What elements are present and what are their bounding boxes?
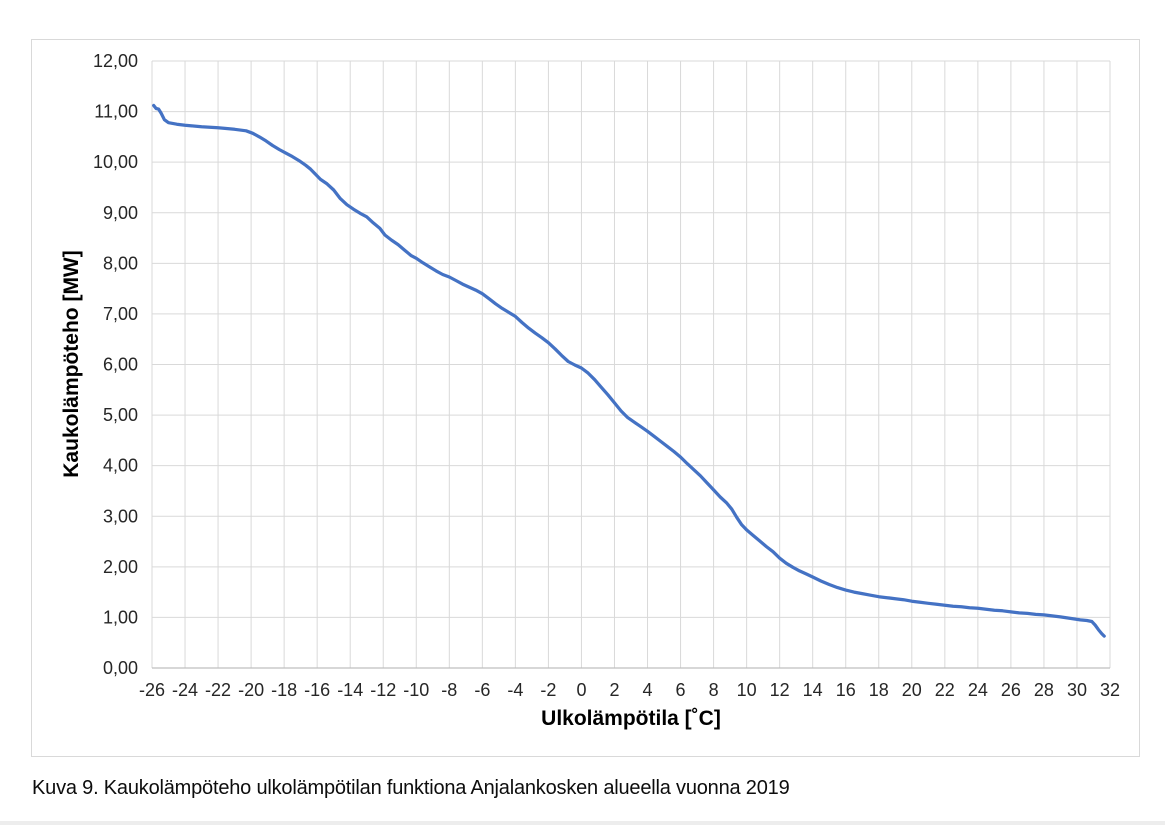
x-tick-label: 14 <box>803 680 823 700</box>
y-tick-label: 5,00 <box>103 405 138 425</box>
x-tick-label: 24 <box>968 680 988 700</box>
x-tick-label: 2 <box>609 680 619 700</box>
figure-caption: Kuva 9. Kaukolämpöteho ulkolämpötilan fu… <box>32 777 790 799</box>
y-tick-label: 7,00 <box>103 304 138 324</box>
x-tick-label: -22 <box>205 680 231 700</box>
x-axis-title: Ulkolämpötila [˚C] <box>541 707 721 730</box>
gridlines <box>151 60 1111 668</box>
y-tick-label: 6,00 <box>103 355 138 375</box>
district-heating-chart: 0,00 1,00 2,00 3,00 4,00 5,00 6,00 7,00 8,00 9,00… <box>31 39 1140 757</box>
chart-canvas: 0,00 1,00 2,00 3,00 4,00 5,00 6,00 7,00 8,00 9,00… <box>60 51 1120 730</box>
y-tick-label: 11,00 <box>94 102 138 122</box>
x-tick-label: 0 <box>576 680 586 700</box>
y-axis-title: Kaukolämpöteho [MW] <box>60 250 83 477</box>
y-tick-label: 9,00 <box>103 203 138 223</box>
x-tick-label: -4 <box>507 680 523 700</box>
y-tick-label: 3,00 <box>103 506 138 526</box>
x-tick-label: -24 <box>172 680 198 700</box>
x-tick-label: -6 <box>474 680 490 700</box>
x-tick-label: 4 <box>643 680 653 700</box>
x-tick-label: 26 <box>1001 680 1021 700</box>
x-tick-label: -2 <box>540 680 556 700</box>
data-series-line <box>152 103 1106 638</box>
x-tick-label: -10 <box>403 680 429 700</box>
x-tick-label: -20 <box>238 680 264 700</box>
x-tick-label: 18 <box>869 680 889 700</box>
x-tick-label: -16 <box>304 680 330 700</box>
y-tick-label: 10,00 <box>93 152 138 172</box>
x-tick-label: -26 <box>139 680 165 700</box>
x-tick-label: 16 <box>836 680 856 700</box>
x-tick-label: -12 <box>370 680 396 700</box>
x-tick-label: -14 <box>337 680 363 700</box>
y-tick-label: 4,00 <box>103 456 138 476</box>
axis-tick-labels: 0,00 1,00 2,00 3,00 4,00 5,00 6,00 7,00 8,00 9,00… <box>93 51 1120 700</box>
page-bottom-divider <box>0 821 1165 825</box>
x-tick-label: 6 <box>676 680 686 700</box>
y-tick-label: 0,00 <box>103 658 138 678</box>
x-tick-label: 22 <box>935 680 955 700</box>
x-tick-label: 12 <box>770 680 790 700</box>
x-tick-label: -8 <box>441 680 457 700</box>
x-tick-label: 10 <box>737 680 757 700</box>
x-tick-label: 20 <box>902 680 922 700</box>
y-tick-label: 1,00 <box>103 607 138 627</box>
x-tick-label: 30 <box>1067 680 1087 700</box>
x-tick-label: -18 <box>271 680 297 700</box>
x-tick-label: 32 <box>1100 680 1120 700</box>
x-tick-label: 8 <box>709 680 719 700</box>
y-tick-label: 2,00 <box>103 557 138 577</box>
x-tick-label: 28 <box>1034 680 1054 700</box>
y-tick-label: 12,00 <box>93 51 138 71</box>
y-tick-label: 8,00 <box>103 253 138 273</box>
